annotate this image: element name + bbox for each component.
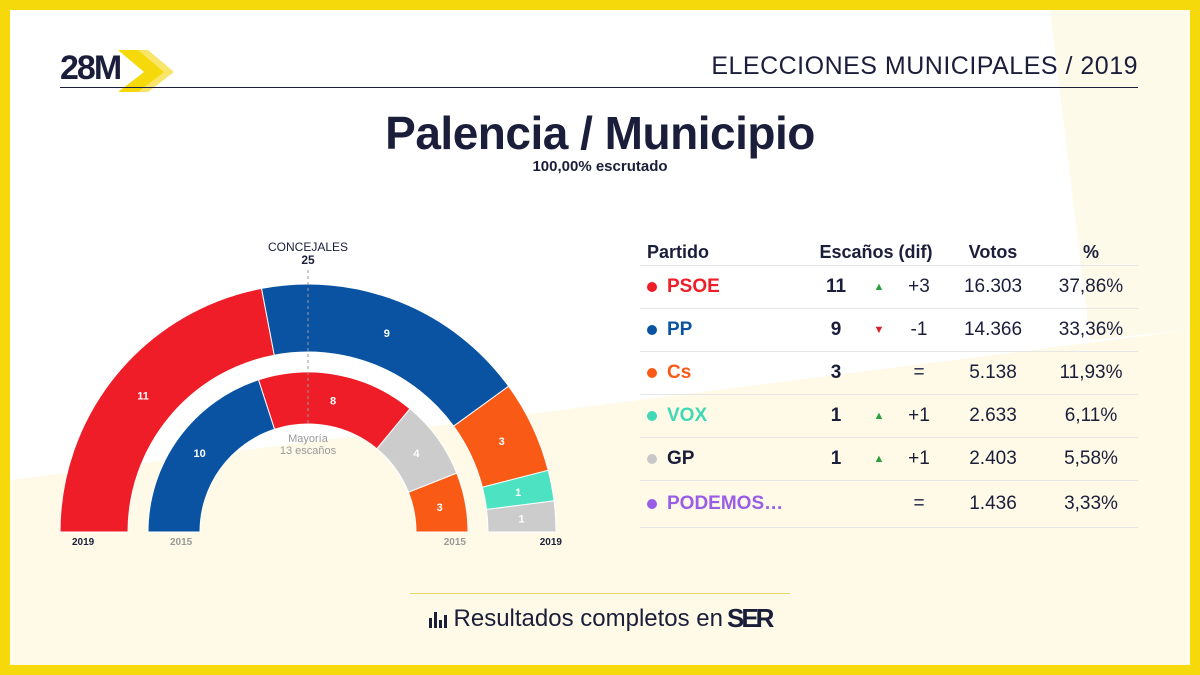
trend-arrow-icon: ▲ bbox=[873, 453, 885, 465]
background-wedge bbox=[10, 10, 1190, 665]
party-cell: PODEMOS… bbox=[640, 493, 810, 515]
party-cell: VOX bbox=[640, 405, 810, 427]
votes-cell: 2.633 bbox=[969, 405, 1017, 426]
outer-label-cs: 3 bbox=[499, 436, 505, 448]
party-name: VOX bbox=[667, 405, 708, 426]
seats-cell: 1 bbox=[830, 448, 842, 469]
header-pct: % bbox=[1082, 242, 1099, 262]
party-color-dot bbox=[647, 411, 657, 421]
pct-cell: 3,33% bbox=[1064, 493, 1118, 514]
brand-logo: 28M bbox=[60, 48, 190, 93]
seat-diff-cell: +1 bbox=[908, 448, 930, 469]
votes-cell: 1.436 bbox=[969, 493, 1017, 514]
pct-cell: 11,93% bbox=[1059, 362, 1123, 383]
party-name: PP bbox=[667, 319, 693, 340]
majority-label: Mayoría bbox=[288, 433, 329, 445]
seat-diff-cell: = bbox=[913, 362, 925, 383]
votes-cell: 5.138 bbox=[969, 362, 1017, 383]
table-row: VOX 1 ▲ +1 2.633 6,11% bbox=[640, 395, 1138, 438]
inner-year-right: 2015 bbox=[444, 537, 467, 548]
seat-diff-cell: = bbox=[913, 493, 925, 514]
party-cell: PSOE bbox=[640, 276, 810, 298]
footer-divider bbox=[410, 593, 790, 594]
votes-cell: 16.303 bbox=[963, 276, 1023, 297]
seats-cell: 9 bbox=[830, 319, 842, 340]
trend-arrow-icon: ▼ bbox=[873, 324, 885, 336]
votes-cell: 14.366 bbox=[963, 319, 1023, 340]
party-color-dot bbox=[647, 282, 657, 292]
outer-segment-gp bbox=[486, 500, 557, 533]
pct-cell: 33,36% bbox=[1058, 319, 1124, 340]
inner-label-psoe: 8 bbox=[330, 395, 336, 407]
ser-logo: SER bbox=[727, 603, 775, 633]
table-row: PSOE 11 ▲ +3 16.303 37,86% bbox=[640, 266, 1138, 309]
footer-text: Resultados completos en bbox=[453, 604, 723, 632]
seats-cell: 11 bbox=[825, 276, 847, 297]
outer-label-vox: 1 bbox=[515, 487, 521, 499]
table-row: PODEMOS… = 1.436 3,33% bbox=[640, 481, 1138, 528]
trend-arrow-icon: ▲ bbox=[873, 281, 885, 293]
infographic-card: 28M ELECCIONES MUNICIPALES / 2019 Palenc… bbox=[10, 10, 1190, 665]
party-color-dot bbox=[647, 499, 657, 509]
table-row: Cs 3 = 5.138 11,93% bbox=[640, 352, 1138, 395]
table-row: PP 9 ▼ -1 14.366 33,36% bbox=[640, 309, 1138, 352]
pct-cell: 6,11% bbox=[1064, 405, 1118, 426]
outer-label-pp: 9 bbox=[384, 328, 390, 340]
party-cell: GP bbox=[640, 448, 810, 470]
logo-chevron-icon bbox=[118, 50, 174, 92]
trend-arrow-icon: ▲ bbox=[873, 410, 885, 422]
party-color-dot bbox=[647, 368, 657, 378]
party-name: PSOE bbox=[667, 276, 720, 297]
seat-diff-cell: -1 bbox=[910, 319, 928, 340]
inner-label-pp: 10 bbox=[193, 448, 205, 460]
party-cell: Cs bbox=[640, 362, 810, 384]
majority-seats-label: 13 escaños bbox=[280, 445, 337, 457]
count-status: 100,00% escrutado bbox=[532, 158, 668, 175]
bar-chart-icon bbox=[428, 610, 449, 628]
pct-cell: 37,86% bbox=[1058, 276, 1124, 297]
header-votes: Votos bbox=[968, 242, 1018, 262]
pct-cell: 5,58% bbox=[1064, 448, 1118, 469]
inner-segment-cs bbox=[407, 472, 469, 533]
outer-label-psoe: 11 bbox=[137, 391, 149, 403]
party-name: GP bbox=[667, 448, 695, 469]
votes-cell: 2.403 bbox=[969, 448, 1017, 469]
header-party: Partido bbox=[647, 242, 710, 262]
outer-year-right: 2019 bbox=[540, 537, 563, 548]
total-label: CONCEJALES bbox=[268, 240, 348, 254]
inner-label-cs: 3 bbox=[437, 502, 443, 514]
inner-year-left: 2015 bbox=[170, 537, 193, 548]
seats-cell: 3 bbox=[830, 362, 842, 383]
header-divider bbox=[60, 87, 1138, 88]
seat-diff-cell: +1 bbox=[908, 405, 930, 426]
outer-year-left: 2019 bbox=[72, 537, 95, 548]
total-seats-value: 25 bbox=[301, 253, 315, 267]
full-results-link[interactable]: Resultados completos en SER bbox=[410, 603, 790, 634]
seat-diff-cell: +3 bbox=[908, 276, 930, 297]
table-header: Partido Escaños (dif) Votos % bbox=[640, 240, 1138, 266]
page-title: Palencia / Municipio bbox=[385, 107, 815, 159]
table-row: GP 1 ▲ +1 2.403 5,58% bbox=[640, 438, 1138, 481]
party-color-dot bbox=[647, 325, 657, 335]
seats-cell: 1 bbox=[830, 405, 842, 426]
party-cell: PP bbox=[640, 319, 810, 341]
party-name: Cs bbox=[667, 362, 692, 383]
outer-label-gp: 1 bbox=[519, 514, 525, 526]
party-color-dot bbox=[647, 454, 657, 464]
results-table: Partido Escaños (dif) Votos % PSOE 11 ▲ … bbox=[640, 240, 1138, 528]
header-title: ELECCIONES MUNICIPALES / 2019 bbox=[711, 52, 1138, 80]
party-name: PODEMOS… bbox=[667, 493, 784, 514]
inner-label-gp: 4 bbox=[413, 448, 420, 460]
header-seats: Escaños (dif) bbox=[819, 242, 933, 262]
